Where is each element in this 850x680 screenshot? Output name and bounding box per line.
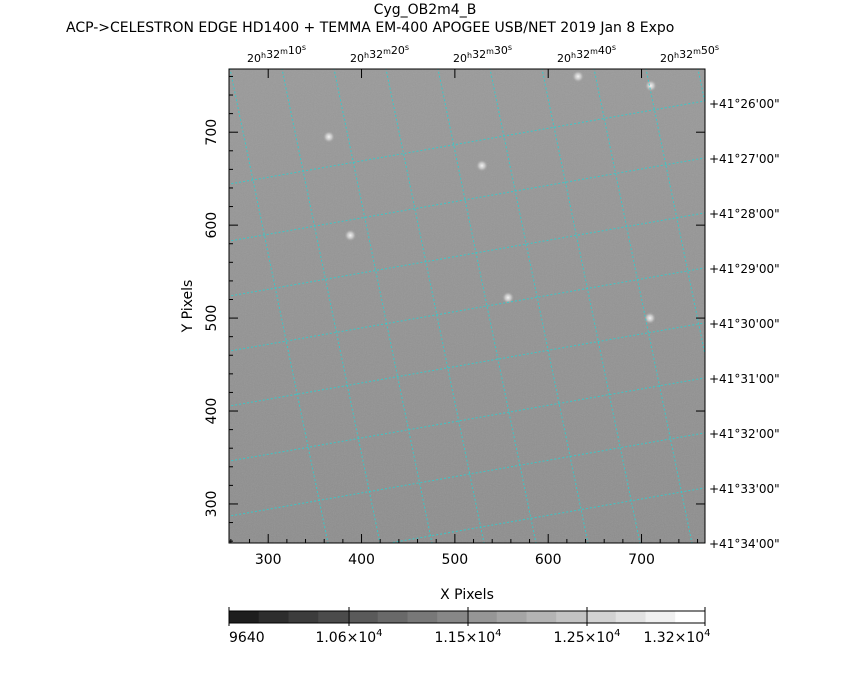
sky-noise [229,69,705,543]
dec-tick-label: +41°33'00" [709,482,780,496]
dec-tick-label: +41°32'00" [709,427,780,441]
x-tick-label: 400 [348,552,375,568]
dec-tick-label: +41°30'00" [709,317,780,331]
colorbar-label: 1.25×104 [553,628,620,646]
star-point [644,79,657,92]
x-tick-label: 300 [255,552,282,568]
colorbar-swatch [526,611,557,623]
ra-tick-label: 20h32m40s [557,43,616,65]
dec-tick-label: +41°26'00" [709,97,780,111]
star-point [572,70,585,83]
colorbar-label: 1.32×104 [643,628,710,646]
ra-tick-label: 20h32m10s [247,43,306,65]
chart-subtitle: ACP->CELESTRON EDGE HD1400 + TEMMA EM-40… [66,20,675,36]
star-point [502,291,515,304]
star-point [475,159,488,172]
colorbar-swatch [615,611,646,623]
image-area [228,68,706,544]
colorbar-swatch [437,611,468,623]
ra-tick-label: 20h32m20s [350,43,409,65]
x-tick-label: 700 [628,552,655,568]
star-point [344,229,357,242]
colorbar-swatch [586,611,617,623]
colorbar: 9640 1.06×104 1.15×104 1.25×104 1.32×104 [228,607,711,646]
colorbar-swatch [229,611,260,623]
ra-tick-label: 20h32m50s [660,43,719,65]
colorbar-swatch [407,611,438,623]
y-tick-label: 400 [204,398,220,425]
ra-tick-label: 20h32m30s [453,43,512,65]
y-tick-label: 500 [204,305,220,332]
ra-grid-line [697,69,705,106]
colorbar-swatch [258,611,289,623]
colorbar-swatch [288,611,319,623]
dec-tick-label: +41°27'00" [709,152,780,166]
colorbar-swatch [318,611,349,623]
colorbar-swatch [645,611,676,623]
colorbar-label: 9640 [229,630,265,646]
dec-tick-label: +41°29'00" [709,262,780,276]
x-tick-label: 500 [441,552,468,568]
colorbar-label: 1.15×104 [434,628,501,646]
y-tick-label: 700 [204,119,220,146]
y-tick-label: 600 [204,212,220,239]
plot-frame [228,68,706,544]
colorbar-swatch [556,611,587,623]
colorbar-swatch [348,611,379,623]
colorbar-swatch [675,611,706,623]
x-axis-label: X Pixels [440,587,494,603]
colorbar-label: 1.06×104 [315,628,382,646]
star-point [322,130,335,143]
star-point [643,312,656,325]
colorbar-swatch [377,611,408,623]
dec-tick-label: +41°31'00" [709,372,780,386]
colorbar-swatch [496,611,527,623]
y-axis-label: Y Pixels [180,280,196,334]
chart-title: Cyg_OB2m4_B [373,2,477,18]
dec-tick-label: +41°34'00" [709,537,780,551]
y-tick-label: 300 [204,491,220,518]
dec-tick-label: +41°28'00" [709,207,780,221]
colorbar-swatch [467,611,498,623]
x-tick-label: 600 [535,552,562,568]
